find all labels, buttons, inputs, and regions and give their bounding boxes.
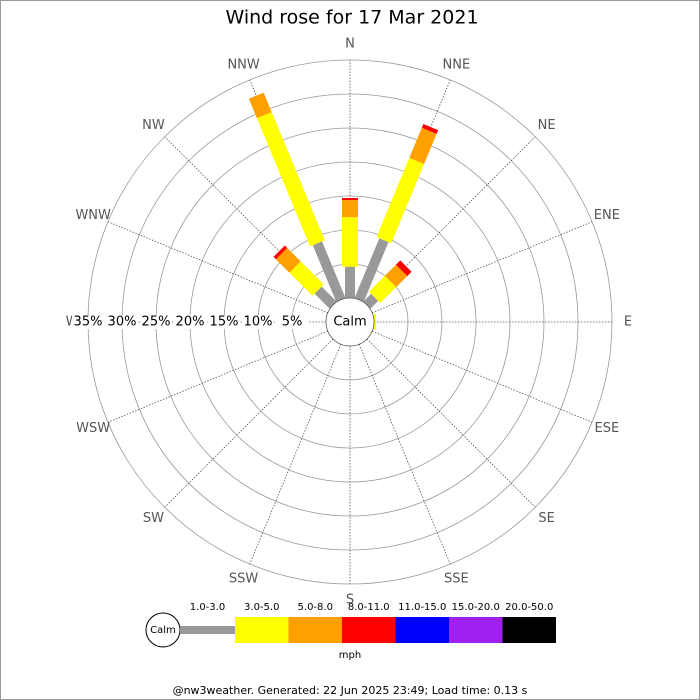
legend-swatch <box>288 617 342 643</box>
direction-label: ENE <box>594 208 620 223</box>
r-tick-label: 10% <box>244 315 273 330</box>
spoke <box>164 338 334 508</box>
spoke <box>372 221 593 314</box>
rose-segment <box>345 266 355 298</box>
direction-label: SSW <box>229 571 259 586</box>
direction-label: WNW <box>75 208 111 223</box>
legend-swatch <box>235 617 289 643</box>
direction-label: N <box>345 37 355 52</box>
direction-label: S <box>346 593 354 608</box>
direction-label: NNW <box>227 58 259 73</box>
direction-label: SE <box>538 511 554 526</box>
legend-label: 8.0-11.0 <box>348 602 390 613</box>
rose-segment <box>342 198 358 201</box>
rose-segment <box>256 112 325 247</box>
tick-label-bg <box>242 315 274 329</box>
r-tick-label: 35% <box>74 315 103 330</box>
legend-label: 5.0-8.0 <box>298 602 333 613</box>
direction-label: SW <box>143 511 164 526</box>
calm-circle <box>325 297 375 347</box>
rose-segment <box>421 123 439 134</box>
calm-label: Calm <box>333 315 366 330</box>
rose-segment <box>289 261 324 296</box>
rose-segment <box>409 127 437 165</box>
r-tick-label: 30% <box>108 315 137 330</box>
spoke <box>372 330 593 423</box>
tick-label-bg <box>208 315 240 329</box>
direction-label: SSE <box>444 571 469 586</box>
spoke <box>107 221 328 314</box>
r-tick-label: 15% <box>210 315 239 330</box>
direction-label: E <box>624 315 632 330</box>
legend-calm-label: Calm <box>150 625 176 636</box>
rose-segment <box>248 92 272 119</box>
direction-label: ESE <box>594 421 619 436</box>
footer: @nw3weather. Generated: 22 Jun 2025 23:4… <box>173 684 528 697</box>
legend-swatch <box>395 617 449 643</box>
rose-segment <box>342 217 358 267</box>
legend-swatch <box>449 617 503 643</box>
rose-segment <box>369 275 397 303</box>
legend-label: 15.0-20.0 <box>452 602 500 613</box>
tick-label-bg <box>174 315 206 329</box>
spoke <box>366 338 536 508</box>
rose-segment <box>354 238 389 302</box>
direction-label: NW <box>142 118 165 133</box>
legend-label: 11.0-15.0 <box>398 602 446 613</box>
rose-segment <box>342 200 358 218</box>
legend-label: 3.0-5.0 <box>244 602 279 613</box>
direction-label: NE <box>538 118 556 133</box>
legend-swatch <box>502 617 556 643</box>
spoke <box>358 344 451 565</box>
rose-segment <box>374 314 377 330</box>
rose-segment <box>376 157 425 244</box>
spoke <box>107 330 328 423</box>
rose-segment <box>275 247 301 273</box>
tick-label-bg <box>140 315 172 329</box>
rose-segment <box>312 241 346 302</box>
spoke <box>249 344 342 565</box>
legend-label: 20.0-50.0 <box>505 602 553 613</box>
r-tick-label: 20% <box>176 315 205 330</box>
legend-unit: mph <box>339 650 361 661</box>
rose-segment <box>273 245 288 260</box>
legend-label: 1.0-3.0 <box>190 602 225 613</box>
legend-swatch <box>180 626 235 634</box>
rose-segment <box>384 264 408 288</box>
tick-label-bg <box>72 315 104 329</box>
tick-label-bg <box>106 315 138 329</box>
legend-swatch <box>342 617 396 643</box>
rose-segment <box>395 260 412 277</box>
tick-label-bg <box>276 315 308 329</box>
direction-label: NNE <box>443 58 471 73</box>
chart-title: Wind rose for 17 Mar 2021 <box>225 7 478 29</box>
direction-label: WSW <box>76 421 110 436</box>
r-tick-label: 5% <box>282 315 303 330</box>
rose-segment <box>314 286 337 309</box>
r-tick-label: 25% <box>142 315 171 330</box>
